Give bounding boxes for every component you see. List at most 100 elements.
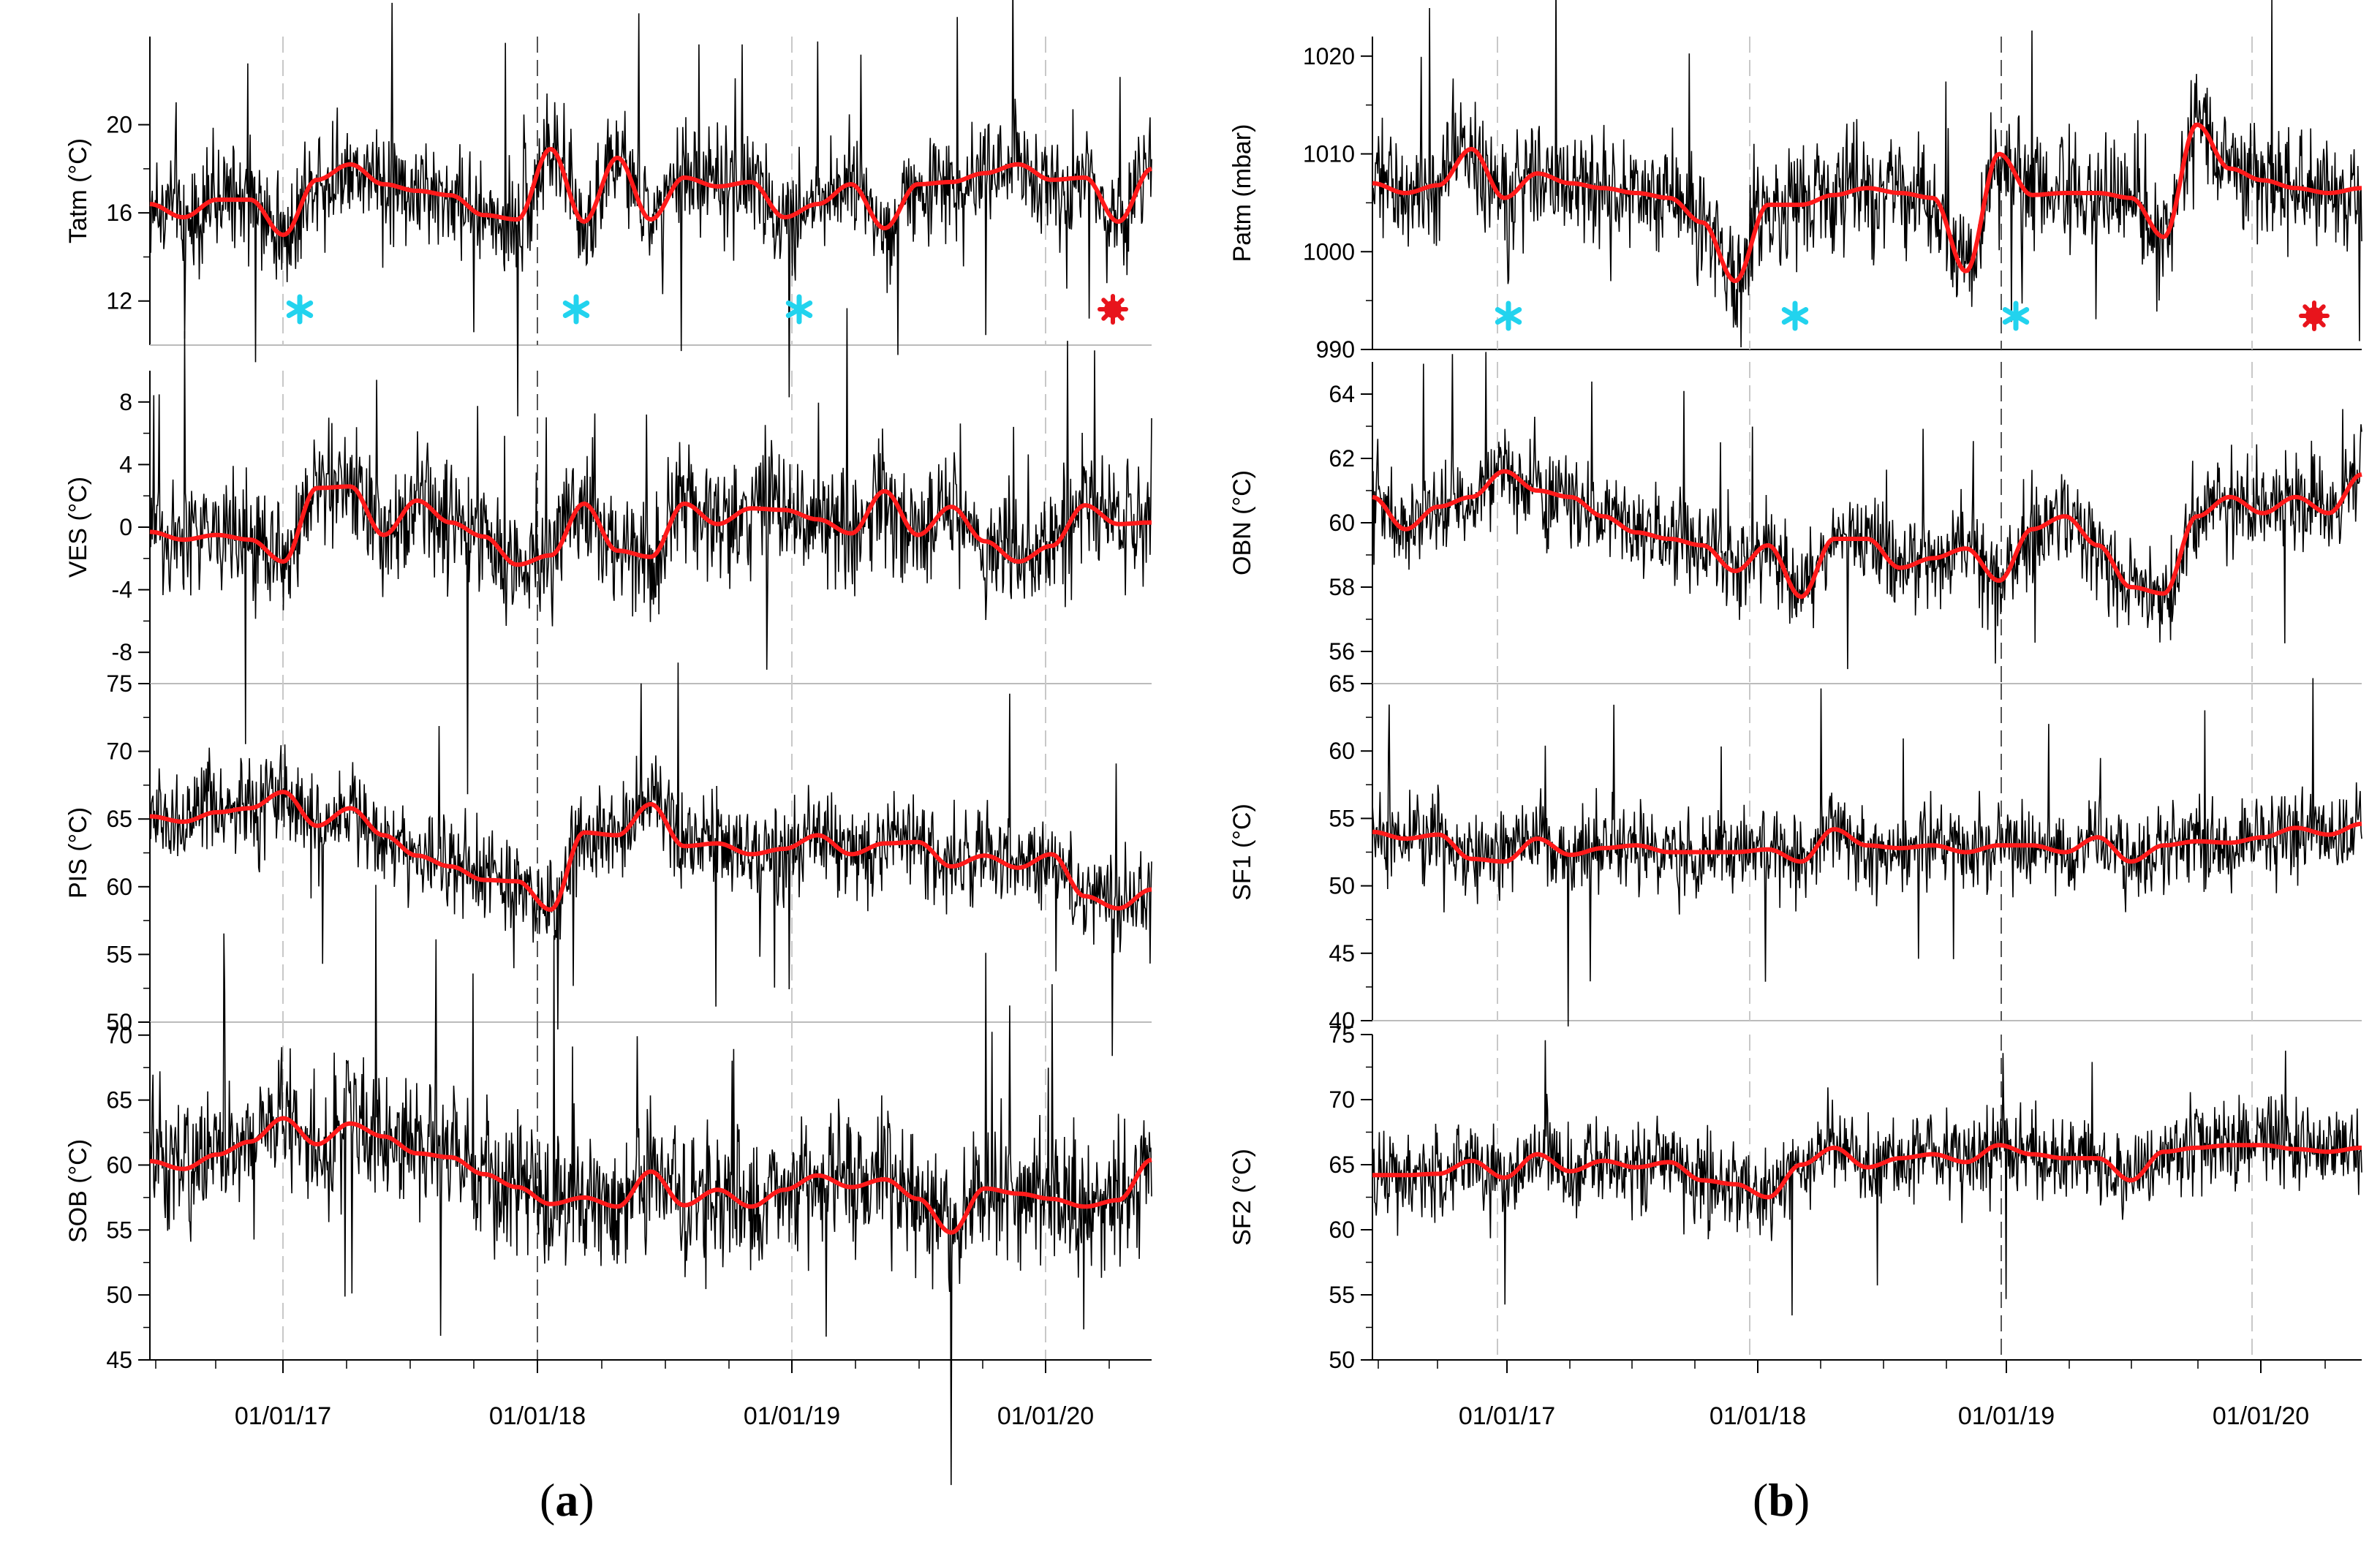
event-marker-cyan bbox=[785, 294, 813, 325]
y-tick-label: 50 bbox=[106, 1282, 132, 1308]
smoothed-series bbox=[1372, 469, 2362, 600]
y-tick-label: 990 bbox=[1316, 336, 1355, 363]
smoothed-series bbox=[149, 147, 1152, 238]
raw-data-series bbox=[149, 308, 1152, 795]
smoothed-series bbox=[149, 1116, 1152, 1235]
y-tick-label: 40 bbox=[1329, 1008, 1355, 1034]
smoothed-series bbox=[1372, 122, 2362, 284]
smoothed-series bbox=[149, 790, 1152, 912]
marker-stroke bbox=[1495, 307, 1522, 325]
panel-label-a: (a) bbox=[540, 1474, 594, 1526]
y-tick-label: 50 bbox=[1329, 1347, 1355, 1373]
y-tick-label: 60 bbox=[1329, 510, 1355, 536]
smoothed-series bbox=[1372, 821, 2362, 864]
x-tick-label: 01/01/18 bbox=[489, 1402, 586, 1430]
y-tick-label: 55 bbox=[106, 941, 132, 967]
y-tick-label: 55 bbox=[1329, 1282, 1355, 1308]
y-tick-label: 45 bbox=[106, 1347, 132, 1373]
y-tick-label: 56 bbox=[1329, 638, 1355, 665]
x-tick-label: 01/01/20 bbox=[2213, 1402, 2309, 1430]
smoothed-series bbox=[1372, 1143, 2362, 1200]
raw-data-series bbox=[149, 662, 1152, 1056]
event-marker-cyan bbox=[2002, 300, 2030, 331]
event-marker-red bbox=[2299, 300, 2330, 331]
raw-data-series bbox=[1372, 1040, 2362, 1316]
y-tick-label: 1020 bbox=[1303, 43, 1355, 69]
y-tick-label: 65 bbox=[1329, 670, 1355, 697]
y-tick-label: 62 bbox=[1329, 445, 1355, 472]
y-axis-label: VES (°C) bbox=[64, 477, 92, 578]
event-marker-cyan bbox=[286, 294, 314, 325]
y-tick-label: 8 bbox=[119, 389, 132, 415]
y-tick-label: -4 bbox=[112, 577, 132, 603]
subplot-sf1: 40 45 50 55 60 65 SF1 (°C) bbox=[1228, 670, 2362, 1034]
subplot-obn: 56 58 60 62 64 OBN (°C) bbox=[1228, 352, 2362, 684]
marker-stroke bbox=[785, 300, 813, 318]
x-tick-label: 01/01/17 bbox=[235, 1402, 331, 1430]
subplot-ves: -8 -4 0 4 8 VES (°C) bbox=[64, 308, 1152, 795]
event-marker-red bbox=[1098, 294, 1128, 325]
subplot-tatm: 12 16 20 Tatm (°C) bbox=[64, 0, 1152, 417]
y-tick-label: 0 bbox=[119, 514, 132, 540]
y-axis-label: SF2 (°C) bbox=[1228, 1149, 1256, 1246]
marker-stroke bbox=[562, 300, 590, 318]
panel-label-b: (b) bbox=[1753, 1474, 1810, 1526]
marker-stroke bbox=[286, 300, 314, 318]
y-tick-label: 45 bbox=[1329, 940, 1355, 967]
marker-core bbox=[2305, 307, 2323, 325]
event-marker-cyan bbox=[1781, 300, 1809, 331]
y-tick-label: 55 bbox=[106, 1217, 132, 1243]
y-tick-label: 55 bbox=[1329, 805, 1355, 831]
y-tick-label: 60 bbox=[106, 874, 132, 900]
y-tick-label: 4 bbox=[119, 451, 132, 477]
x-tick-label: 01/01/19 bbox=[1958, 1402, 2055, 1430]
y-tick-label: 70 bbox=[106, 738, 132, 765]
y-tick-label: 70 bbox=[106, 1022, 132, 1048]
y-tick-label: 1010 bbox=[1303, 141, 1355, 167]
event-marker-cyan bbox=[562, 294, 590, 325]
raw-data-series bbox=[1372, 678, 2362, 1027]
y-tick-label: 60 bbox=[1329, 738, 1355, 764]
raw-data-series bbox=[149, 885, 1152, 1486]
x-tick-label: 01/01/19 bbox=[744, 1402, 840, 1430]
y-tick-label: -8 bbox=[112, 639, 132, 665]
y-tick-label: 12 bbox=[106, 288, 132, 314]
y-tick-label: 65 bbox=[106, 806, 132, 832]
y-tick-label: 60 bbox=[1329, 1217, 1355, 1243]
y-axis-label: Tatm (°C) bbox=[64, 138, 92, 243]
y-tick-label: 75 bbox=[1329, 1021, 1355, 1048]
event-marker-cyan bbox=[1495, 300, 1522, 331]
y-axis-label: PIS (°C) bbox=[64, 807, 92, 899]
subplot-sob: 45 50 55 60 65 70 SOB (°C) bbox=[64, 885, 1152, 1486]
raw-data-series bbox=[1372, 352, 2362, 670]
y-tick-label: 1000 bbox=[1303, 238, 1355, 265]
subplot-sf2: 50 55 60 65 70 75 SF2 (°C) bbox=[1228, 1021, 2362, 1373]
y-tick-label: 65 bbox=[106, 1087, 132, 1114]
x-tick-label: 01/01/20 bbox=[997, 1402, 1094, 1430]
y-axis-label: SF1 (°C) bbox=[1228, 804, 1256, 901]
y-axis-label: OBN (°C) bbox=[1228, 470, 1256, 575]
y-tick-label: 20 bbox=[106, 112, 132, 138]
raw-data-series bbox=[149, 0, 1152, 417]
y-tick-label: 60 bbox=[106, 1152, 132, 1178]
x-tick-label: 01/01/17 bbox=[1459, 1402, 1555, 1430]
smoothed-series bbox=[149, 484, 1152, 567]
y-tick-label: 70 bbox=[1329, 1086, 1355, 1113]
x-tick-label: 01/01/18 bbox=[1710, 1402, 1806, 1430]
subplot-pis: 50 55 60 65 70 75 PIS (°C) bbox=[64, 662, 1152, 1056]
y-tick-label: 75 bbox=[106, 670, 132, 697]
y-tick-label: 50 bbox=[1329, 873, 1355, 899]
marker-core bbox=[1104, 300, 1122, 318]
y-tick-label: 50 bbox=[106, 1009, 132, 1035]
y-tick-label: 65 bbox=[1329, 1152, 1355, 1178]
marker-stroke bbox=[1781, 307, 1809, 325]
y-axis-label: Patm (mbar) bbox=[1228, 124, 1256, 262]
y-tick-label: 58 bbox=[1329, 574, 1355, 600]
raw-data-series bbox=[1372, 0, 2362, 348]
marker-stroke bbox=[2002, 307, 2030, 325]
y-tick-label: 64 bbox=[1329, 381, 1355, 407]
y-axis-label: SOB (°C) bbox=[64, 1139, 92, 1243]
y-tick-label: 16 bbox=[106, 200, 132, 226]
subplot-patm: 990 1000 1010 1020 Patm (mbar) bbox=[1228, 0, 2362, 363]
